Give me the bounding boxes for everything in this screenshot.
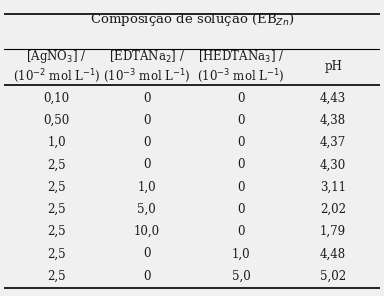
Text: 0,50: 0,50 [43,114,70,127]
Text: 4,43: 4,43 [320,92,346,105]
Text: 3,11: 3,11 [320,181,346,194]
Text: 0: 0 [143,270,151,283]
Text: [AgNO$_3$] /
(10$^{-2}$ mol L$^{-1}$): [AgNO$_3$] / (10$^{-2}$ mol L$^{-1}$) [13,48,100,86]
Text: 0: 0 [143,114,151,127]
Text: 4,37: 4,37 [320,136,346,149]
Text: 0: 0 [143,158,151,171]
Text: 2,5: 2,5 [47,225,66,238]
Text: 2,5: 2,5 [47,270,66,283]
Text: pH: pH [324,60,342,73]
Text: [HEDTANa$_3$] /
(10$^{-3}$ mol L$^{-1}$): [HEDTANa$_3$] / (10$^{-3}$ mol L$^{-1}$) [197,49,285,85]
Text: 0: 0 [237,203,245,216]
Text: 0: 0 [237,158,245,171]
Text: 0: 0 [143,136,151,149]
Text: 2,02: 2,02 [320,203,346,216]
Text: 0: 0 [237,92,245,105]
Text: 0,10: 0,10 [43,92,70,105]
Text: Composição de solução (EB$_{Zn}$): Composição de solução (EB$_{Zn}$) [89,11,295,28]
Text: 0: 0 [237,114,245,127]
Text: 0: 0 [143,92,151,105]
Text: 4,30: 4,30 [320,158,346,171]
Text: 2,5: 2,5 [47,203,66,216]
Text: 0: 0 [237,225,245,238]
Text: 2,5: 2,5 [47,181,66,194]
Text: 4,48: 4,48 [320,247,346,260]
Text: 1,79: 1,79 [320,225,346,238]
Text: 5,0: 5,0 [232,270,250,283]
Text: 1,0: 1,0 [232,247,250,260]
Text: 0: 0 [143,247,151,260]
Text: [EDTANa$_2$] /
(10$^{-3}$ mol L$^{-1}$): [EDTANa$_2$] / (10$^{-3}$ mol L$^{-1}$) [103,49,191,85]
Text: 0: 0 [237,181,245,194]
Text: 10,0: 10,0 [134,225,160,238]
Text: 2,5: 2,5 [47,158,66,171]
Text: 1,0: 1,0 [137,181,156,194]
Text: 5,02: 5,02 [320,270,346,283]
Text: 4,38: 4,38 [320,114,346,127]
Text: 5,0: 5,0 [137,203,156,216]
Text: 0: 0 [237,136,245,149]
Text: 2,5: 2,5 [47,247,66,260]
Text: 1,0: 1,0 [47,136,66,149]
